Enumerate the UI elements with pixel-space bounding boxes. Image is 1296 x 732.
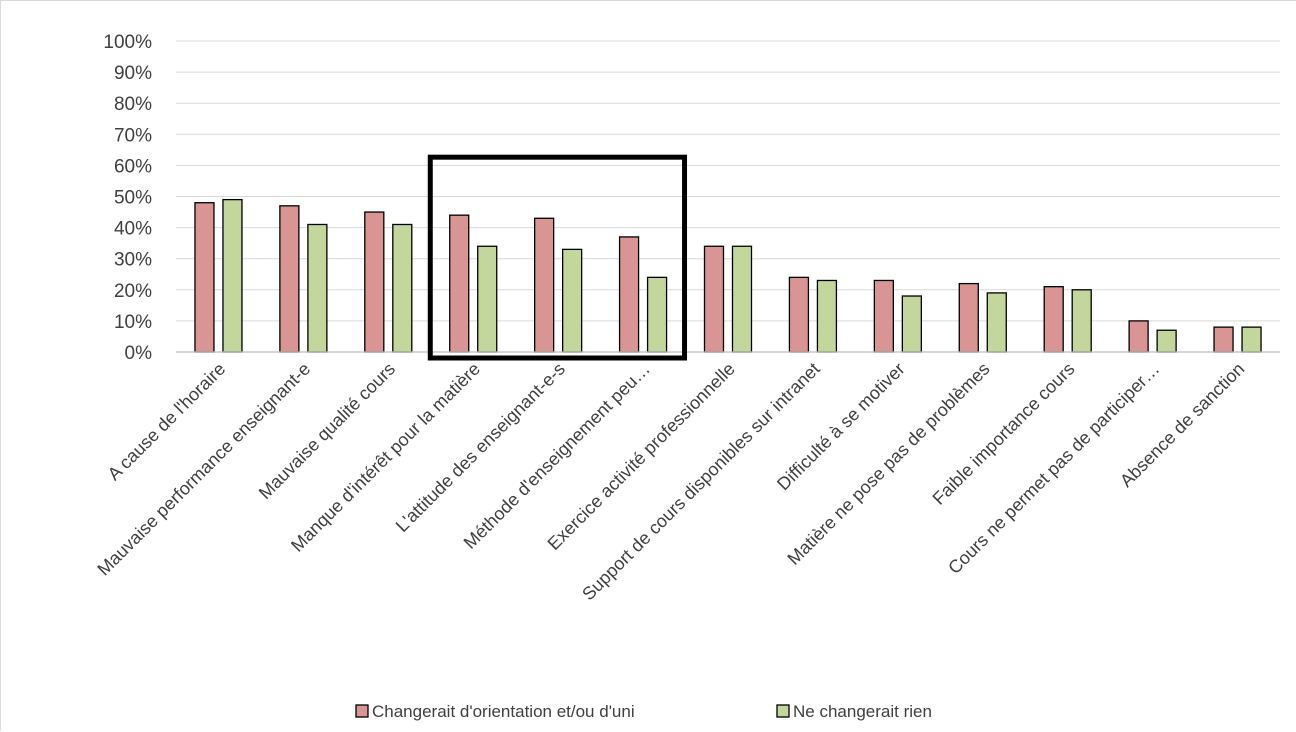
gridlines	[176, 40, 1280, 322]
bar-series2	[562, 248, 583, 353]
bar-series2	[731, 245, 753, 353]
legend-label-series2: Ne changerait rien	[793, 702, 932, 721]
bar-series1	[788, 276, 810, 353]
legend-label-series1: Changerait d'orientation et/ou d'uni	[372, 702, 635, 721]
bar-series1	[958, 282, 979, 353]
x-category-label: Mauvaise qualité cours	[255, 359, 399, 503]
y-axis-ticks: 0% 10% 20% 30% 40% 50% 60% 70% 80% 90% 100%	[103, 32, 152, 364]
y-tick-label: 80%	[114, 94, 152, 115]
y-tick-label: 30%	[114, 250, 152, 271]
bar-series1	[534, 217, 555, 353]
bar-series2	[901, 295, 922, 353]
bar-series2	[1156, 329, 1177, 353]
y-tick-label: 50%	[114, 188, 152, 209]
bar-series2	[307, 223, 328, 353]
x-category-label: Méthode d'enseignement peu…	[460, 359, 654, 553]
legend: Changerait d'orientation et/ou d'uni Ne c…	[355, 702, 932, 721]
y-tick-label: 20%	[114, 281, 152, 302]
x-category-label: Exercice activité professionnelle	[544, 359, 739, 554]
bar-series1	[703, 245, 725, 353]
legend-swatch-series2	[776, 704, 790, 718]
bar-series2	[392, 223, 413, 353]
bar-series2	[646, 276, 668, 353]
bar-series2	[477, 245, 498, 353]
y-tick-label: 0%	[125, 343, 153, 364]
highlight-box-group	[427, 154, 688, 361]
bar-series1	[194, 202, 215, 353]
bar-series1	[618, 236, 640, 353]
y-tick-label: 70%	[114, 125, 152, 146]
bar-series1	[1213, 326, 1234, 353]
bar-series2	[816, 279, 838, 353]
bar-series2	[986, 292, 1007, 353]
y-tick-label: 90%	[114, 63, 152, 84]
bar-series1	[1128, 320, 1149, 353]
bars	[194, 198, 1262, 353]
bar-series1	[364, 211, 385, 353]
bar-series1	[1043, 286, 1064, 353]
legend-swatch-series1	[355, 704, 369, 718]
bar-series2	[1241, 326, 1262, 353]
bar-series1	[279, 205, 300, 353]
bar-series2	[222, 198, 243, 353]
x-category-label: L'attitude des enseignant-e-s	[392, 359, 569, 536]
y-tick-label: 40%	[114, 219, 152, 240]
y-tick-label: 10%	[114, 312, 152, 333]
bar-series1	[449, 214, 470, 353]
y-tick-label: 60%	[114, 156, 152, 177]
y-tick-label: 100%	[103, 32, 152, 53]
bar-series2	[1071, 289, 1092, 353]
highlight-box	[427, 154, 688, 361]
bar-series1	[873, 279, 894, 353]
x-category-label: Manque d'intérêt pour la matière	[287, 359, 484, 556]
x-category-label: Faible importance cours	[929, 359, 1079, 509]
